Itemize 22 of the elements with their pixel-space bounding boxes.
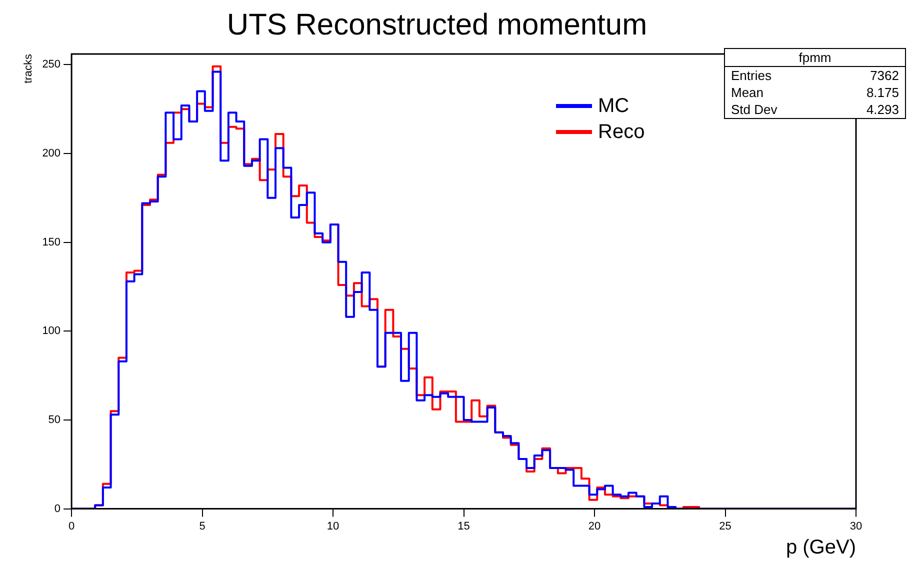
x-tick-label: 30 [850,520,862,532]
chart-title: UTS Reconstructed momentum [226,8,648,42]
y-tick-label: 200 [42,148,61,160]
text: Std Dev 4.293 [731,102,899,117]
y-tick-label: 250 [42,58,61,71]
x-tick-label: 10 [326,520,340,532]
legend-label: Reco [598,120,645,144]
text: Entries 7362 [731,68,899,83]
x-axis-title: p (GeV) [786,536,856,559]
x-tick-label: 15 [458,520,470,532]
legend-label: MC [598,94,630,118]
x-tick-label: 0 [68,520,75,532]
text: Mean 8.175 [731,85,899,100]
annotation: fpmm [725,49,905,67]
y-tick-label: 50 [48,414,61,426]
y-tick-label: 100 [42,325,61,338]
x-tick-label: 25 [719,520,732,532]
y-tick-label: 150 [42,236,61,248]
y-axis-title: tracks [22,54,35,84]
x-tick-label: 20 [588,520,601,532]
y-tick-label: 0 [54,502,61,515]
x-tick-label: 5 [199,520,206,532]
